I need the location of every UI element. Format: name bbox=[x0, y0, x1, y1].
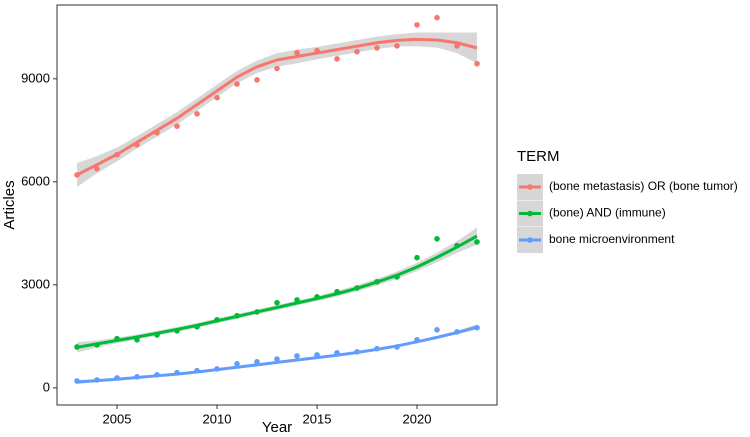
data-point bbox=[174, 123, 180, 130]
data-point bbox=[154, 129, 160, 136]
data-point bbox=[254, 77, 260, 83]
data-point bbox=[474, 324, 480, 331]
data-point bbox=[134, 336, 140, 343]
data-point bbox=[454, 242, 460, 249]
data-point bbox=[94, 377, 100, 383]
legend-label: (bone metastasis) OR (bone tumor) bbox=[549, 179, 738, 193]
x-tick-label: 2020 bbox=[403, 411, 432, 426]
data-point bbox=[274, 65, 280, 72]
smooth-line bbox=[76, 325, 478, 384]
data-point bbox=[214, 366, 220, 372]
data-point bbox=[454, 43, 460, 49]
data-point bbox=[254, 309, 260, 315]
y-axis-title: Articles bbox=[1, 180, 18, 229]
data-point bbox=[234, 360, 240, 367]
y-tick-label: 9000 bbox=[21, 70, 50, 85]
data-point bbox=[194, 323, 200, 330]
data-point bbox=[394, 344, 400, 350]
data-point bbox=[154, 371, 160, 378]
data-point bbox=[114, 151, 120, 158]
data-point bbox=[454, 329, 460, 335]
data-point bbox=[374, 45, 380, 51]
data-point bbox=[134, 374, 140, 380]
data-point bbox=[394, 43, 400, 49]
data-point bbox=[474, 239, 480, 245]
data-point bbox=[174, 328, 180, 334]
data-point bbox=[334, 56, 340, 62]
data-point bbox=[294, 353, 300, 359]
x-tick-label: 2015 bbox=[303, 411, 332, 426]
data-point bbox=[334, 350, 340, 356]
y-tick-label: 0 bbox=[43, 379, 50, 394]
data-point bbox=[434, 14, 440, 21]
data-point bbox=[354, 48, 360, 55]
x-tick-label: 2005 bbox=[103, 411, 132, 426]
data-point bbox=[294, 49, 300, 56]
data-point bbox=[94, 342, 100, 348]
data-point bbox=[314, 294, 320, 300]
data-point bbox=[334, 288, 340, 295]
legend-label: (bone) AND (immune) bbox=[549, 206, 666, 220]
data-point bbox=[94, 165, 100, 172]
data-point bbox=[114, 375, 120, 381]
data-point bbox=[194, 367, 200, 374]
legend-key-point bbox=[527, 237, 533, 243]
data-point bbox=[374, 278, 380, 285]
data-point bbox=[294, 297, 300, 303]
data-point bbox=[374, 345, 380, 352]
data-point bbox=[74, 344, 80, 350]
smooth-line bbox=[76, 234, 478, 349]
data-point bbox=[274, 356, 280, 362]
data-point bbox=[414, 254, 420, 261]
data-point bbox=[74, 172, 80, 178]
smooth-line bbox=[76, 37, 478, 177]
data-point bbox=[414, 22, 420, 28]
data-point bbox=[434, 327, 440, 333]
y-tick-label: 3000 bbox=[21, 276, 50, 291]
data-point bbox=[474, 60, 480, 67]
legend-label: bone microenvironment bbox=[549, 232, 675, 246]
data-point bbox=[194, 111, 200, 117]
legend-key-point bbox=[527, 210, 533, 217]
data-point bbox=[314, 352, 320, 358]
data-point bbox=[414, 336, 420, 343]
data-point bbox=[214, 94, 220, 101]
confidence-band bbox=[77, 32, 477, 187]
data-point bbox=[214, 317, 220, 323]
legend-title: TERM bbox=[517, 148, 560, 165]
data-point bbox=[134, 141, 140, 148]
data-point bbox=[234, 312, 240, 319]
data-point bbox=[354, 285, 360, 291]
data-point bbox=[254, 358, 260, 365]
legend-key-point bbox=[527, 184, 533, 190]
data-point bbox=[154, 332, 160, 338]
x-tick-label: 2010 bbox=[203, 411, 232, 426]
data-point bbox=[274, 299, 280, 306]
x-axis-title: Year bbox=[262, 419, 292, 436]
data-point bbox=[74, 378, 80, 384]
data-point bbox=[354, 348, 360, 355]
data-point bbox=[114, 335, 120, 342]
data-point bbox=[234, 81, 240, 87]
y-tick-label: 6000 bbox=[21, 173, 50, 188]
data-point bbox=[434, 236, 440, 242]
data-point bbox=[314, 47, 320, 54]
data-point bbox=[394, 274, 400, 280]
data-point bbox=[174, 369, 180, 376]
